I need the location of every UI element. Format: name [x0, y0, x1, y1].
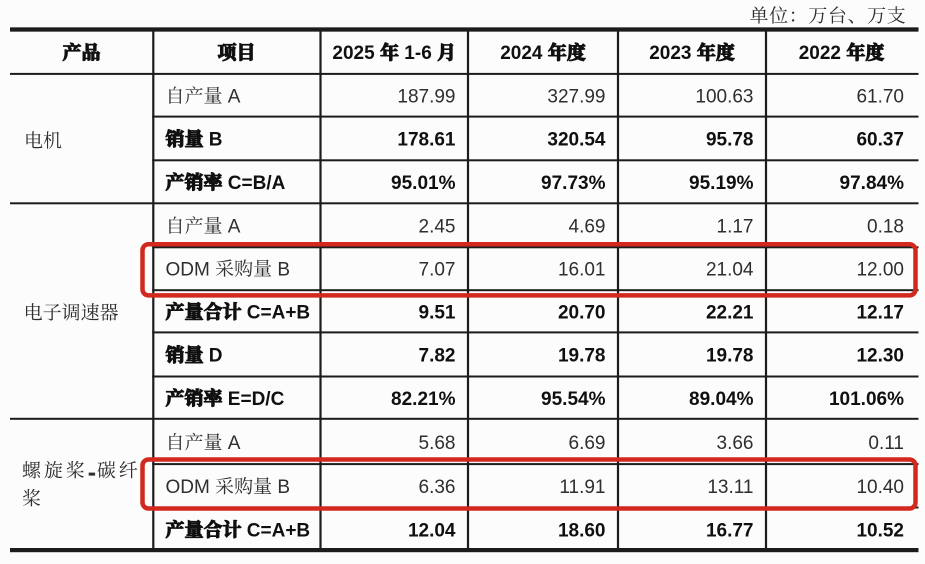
- svg-text:C=B/A: C=B/A: [228, 173, 286, 194]
- svg-text:B: B: [277, 477, 290, 498]
- svg-text:13.11: 13.11: [707, 477, 753, 498]
- svg-text:5.68: 5.68: [419, 433, 456, 454]
- svg-text:12.04: 12.04: [408, 520, 456, 541]
- svg-text:16.01: 16.01: [558, 259, 606, 280]
- svg-text:12.00: 12.00: [856, 259, 904, 280]
- svg-text:95.19%: 95.19%: [689, 173, 754, 194]
- svg-text:21.04: 21.04: [706, 259, 754, 280]
- svg-text:60.37: 60.37: [856, 130, 904, 151]
- svg-text:22.21: 22.21: [706, 302, 754, 323]
- svg-text:327.99: 327.99: [547, 86, 605, 107]
- svg-text:10.40: 10.40: [856, 477, 904, 498]
- svg-text:61.70: 61.70: [856, 86, 904, 107]
- svg-text:7.82: 7.82: [419, 346, 456, 367]
- svg-text:178.61: 178.61: [397, 130, 456, 151]
- svg-text:95.78: 95.78: [706, 130, 754, 151]
- svg-text:C=A+B: C=A+B: [247, 302, 310, 323]
- svg-text:12.30: 12.30: [856, 346, 904, 367]
- svg-text:19.78: 19.78: [706, 346, 754, 367]
- svg-text:C=A+B: C=A+B: [247, 520, 310, 541]
- svg-text:A: A: [228, 86, 241, 107]
- svg-text:101.06%: 101.06%: [829, 389, 904, 410]
- svg-text:20.70: 20.70: [558, 302, 606, 323]
- svg-text:97.73%: 97.73%: [541, 173, 606, 194]
- svg-text:2.45: 2.45: [419, 216, 456, 237]
- svg-text:1-6: 1-6: [404, 43, 431, 64]
- svg-text:D: D: [209, 346, 223, 367]
- svg-text:A: A: [228, 433, 241, 454]
- svg-text:97.84%: 97.84%: [840, 173, 905, 194]
- svg-text:16.77: 16.77: [706, 520, 754, 541]
- svg-text:ODM: ODM: [166, 477, 210, 498]
- svg-text:11.91: 11.91: [559, 477, 605, 498]
- svg-text:2024: 2024: [500, 43, 543, 64]
- svg-text:4.69: 4.69: [569, 216, 606, 237]
- svg-text:3.66: 3.66: [717, 433, 754, 454]
- svg-text:100.63: 100.63: [695, 86, 753, 107]
- svg-text:95.54%: 95.54%: [541, 389, 606, 410]
- svg-text:2023: 2023: [649, 43, 691, 64]
- svg-text:82.21%: 82.21%: [391, 389, 456, 410]
- svg-text:12.17: 12.17: [856, 302, 904, 323]
- svg-text:6.69: 6.69: [569, 433, 606, 454]
- svg-text:0.18: 0.18: [867, 216, 904, 237]
- svg-text:9.51: 9.51: [419, 302, 456, 323]
- svg-text:187.99: 187.99: [397, 86, 455, 107]
- svg-text:19.78: 19.78: [558, 346, 606, 367]
- svg-text:A: A: [228, 216, 241, 237]
- svg-text:18.60: 18.60: [558, 520, 606, 541]
- svg-text:320.54: 320.54: [547, 130, 606, 151]
- svg-text:10.52: 10.52: [856, 520, 904, 541]
- svg-text:95.01%: 95.01%: [391, 173, 456, 194]
- svg-text:2025: 2025: [332, 43, 375, 64]
- svg-text:89.04%: 89.04%: [689, 389, 754, 410]
- svg-text:7.07: 7.07: [419, 259, 456, 280]
- svg-text:B: B: [209, 130, 223, 151]
- svg-text:ODM: ODM: [166, 259, 210, 280]
- svg-text:1.17: 1.17: [717, 216, 754, 237]
- svg-text:6.36: 6.36: [419, 477, 456, 498]
- svg-text:0.11: 0.11: [868, 433, 904, 454]
- svg-text:E=D/C: E=D/C: [228, 389, 285, 410]
- svg-text:2022: 2022: [799, 43, 841, 64]
- svg-text:B: B: [277, 259, 290, 280]
